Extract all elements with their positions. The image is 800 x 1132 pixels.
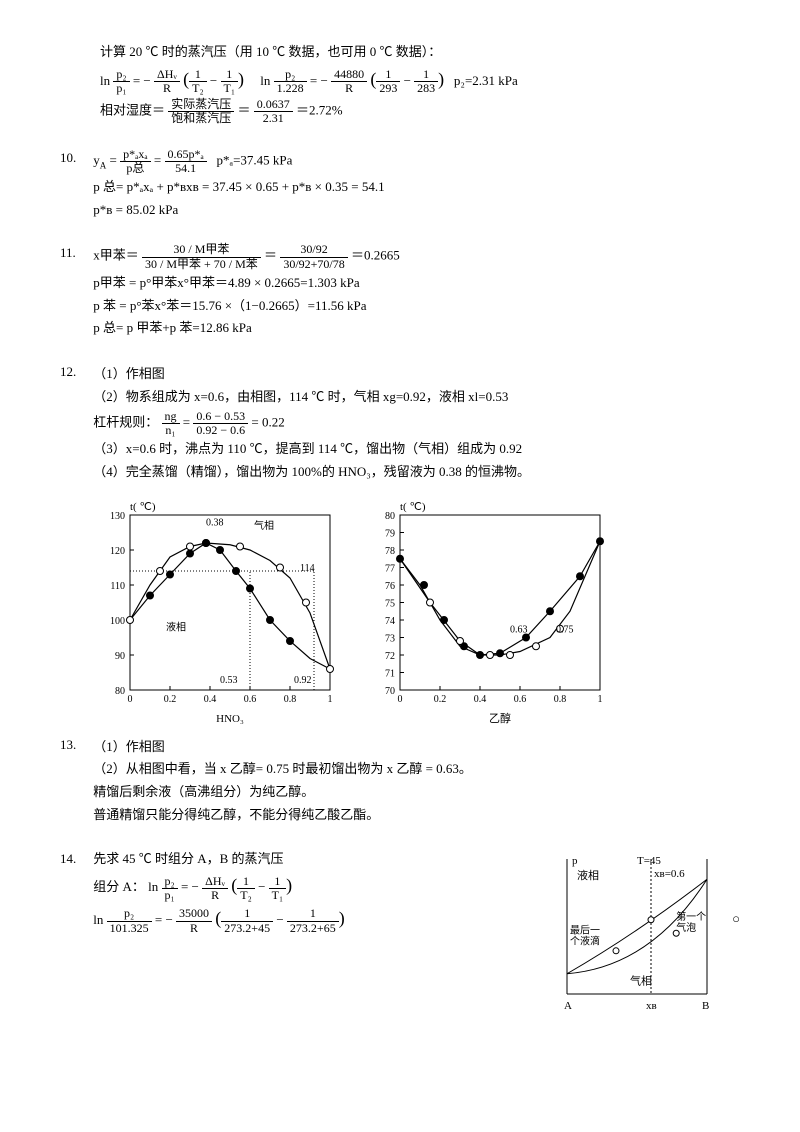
svg-text:0.2: 0.2 (434, 694, 447, 705)
phase-diagram-hno3: 80 90 100 110 120 130 0 0.2 0.4 0.6 0.8 1 t( ℃) HNO₃ 气… (90, 495, 340, 725)
p14-eq2: ln p₂101.325 = − 35000R (1273.2+45 − 127… (93, 904, 493, 935)
svg-text:t( ℃): t( ℃) (130, 501, 156, 513)
svg-text:76: 76 (385, 581, 395, 592)
p14-num: 14. (60, 849, 90, 870)
svg-text:xʙ=0.6: xʙ=0.6 (654, 868, 685, 880)
p10-num: 10. (60, 148, 90, 169)
svg-text:0.2: 0.2 (164, 694, 177, 705)
phase-diagram-ethanol: 70 71 72 73 74 75 76 77 78 79 80 0 0.2 0.4 0.6 0.8 1 t( ℃… (360, 495, 610, 725)
p13-num: 13. (60, 735, 90, 756)
svg-text:0.92: 0.92 (294, 675, 312, 686)
p14-eq1: 组分 A： ln p₂p₁ = − ΔHᵥR (1T₂ − 1T₁) (93, 871, 493, 902)
p11-block: 11. x甲苯＝ 30 / M甲苯30 / M甲苯 + 70 / M苯 ＝ 30… (60, 243, 740, 341)
svg-text:液相: 液相 (577, 868, 599, 882)
svg-text:74: 74 (385, 616, 395, 627)
svg-text:气相: 气相 (630, 973, 652, 987)
svg-text:0.63: 0.63 (510, 624, 528, 635)
svg-text:T=45: T=45 (637, 855, 661, 867)
svg-text:B: B (702, 1000, 709, 1012)
svg-text:0.6: 0.6 (514, 694, 527, 705)
svg-text:乙醇: 乙醇 (489, 711, 511, 725)
p9-block: 计算 20 ℃ 时的蒸汽压（用 10 ℃ 数据，也可用 0 ℃ 数据）： ln … (100, 42, 740, 125)
p9-eq1: ln p₂p₁ = − ΔHᵥR (1T₂ − 1T₁) ln p₂1.228 … (100, 65, 740, 96)
svg-text:0.6: 0.6 (244, 694, 257, 705)
svg-text:0.8: 0.8 (554, 694, 567, 705)
p9-line1: 计算 20 ℃ 时的蒸汽压（用 10 ℃ 数据，也可用 0 ℃ 数据）： (100, 42, 740, 63)
svg-text:p: p (572, 855, 578, 867)
svg-text:100: 100 (110, 616, 125, 627)
svg-text:0: 0 (128, 694, 133, 705)
p12-lever: 杠杆规则： ngn₁ = 0.6 − 0.530.92 − 0.6 = 0.22 (93, 410, 733, 437)
svg-text:0.8: 0.8 (284, 694, 297, 705)
p12-block: 12. （1）作相图 （2）物系组成为 x=0.6，由相图，114 ℃ 时，气相… (60, 362, 740, 485)
svg-text:0.75: 0.75 (556, 624, 574, 635)
p11-num: 11. (60, 243, 90, 264)
svg-text:71: 71 (385, 668, 395, 679)
svg-text:t( ℃): t( ℃) (400, 501, 426, 513)
svg-text:90: 90 (115, 651, 125, 662)
svg-text:80: 80 (115, 686, 125, 697)
svg-text:A: A (564, 1000, 572, 1012)
svg-text:个液滴: 个液滴 (570, 934, 600, 947)
svg-text:0.38: 0.38 (206, 517, 224, 528)
p9-line3: 相对湿度＝ 实际蒸汽压饱和蒸汽压 ＝ 0.06372.31 ＝2.72% (100, 98, 740, 125)
svg-text:80: 80 (385, 511, 395, 522)
p10-block: 10. yA = p*ₐxₐp总 = 0.65p*ₐ54.1 p*ₐ=37.45… (60, 148, 740, 223)
svg-text:114: 114 (300, 563, 315, 574)
svg-text:0.4: 0.4 (204, 694, 217, 705)
svg-text:第一个: 第一个 (676, 909, 706, 922)
svg-text:0.4: 0.4 (474, 694, 487, 705)
svg-text:xʙ: xʙ (646, 1000, 657, 1012)
svg-text:气相: 气相 (254, 519, 274, 532)
charts-row: 80 90 100 110 120 130 0 0.2 0.4 0.6 0.8 1 t( ℃) HNO₃ 气… (90, 495, 740, 725)
svg-text:液相: 液相 (166, 620, 186, 633)
svg-text:73: 73 (385, 633, 395, 644)
svg-text:1: 1 (598, 694, 603, 705)
svg-text:78: 78 (385, 546, 395, 557)
svg-text:0.53: 0.53 (220, 675, 238, 686)
p14-block: 14. 先求 45 ℃ 时组分 A，B 的蒸汽压 组分 A： ln p₂p₁ =… (60, 849, 740, 1019)
svg-text:1: 1 (328, 694, 333, 705)
svg-text:0: 0 (398, 694, 403, 705)
p9-result: p₂=2.31 kPa (454, 73, 518, 88)
svg-text:最后一: 最后一 (570, 924, 600, 936)
svg-text:120: 120 (110, 546, 125, 557)
svg-text:79: 79 (385, 528, 395, 539)
svg-text:75: 75 (385, 598, 395, 609)
svg-text:130: 130 (110, 511, 125, 522)
svg-text:72: 72 (385, 651, 395, 662)
svg-text:气泡: 气泡 (676, 920, 696, 933)
p13-block: 13. （1）作相图 （2）从相图中看，当 x 乙醇= 0.75 时最初馏出物为… (60, 735, 740, 828)
svg-text:77: 77 (385, 563, 395, 574)
pxy-diagram: p T=45 液相 xʙ=0.6 最后一个液滴 第一个气泡气相 A Bxʙ (542, 849, 722, 1019)
ln: ln (100, 73, 110, 88)
svg-text:HNO₃: HNO₃ (216, 713, 244, 725)
p12-num: 12. (60, 362, 90, 383)
svg-text:110: 110 (110, 581, 125, 592)
svg-text:70: 70 (385, 686, 395, 697)
